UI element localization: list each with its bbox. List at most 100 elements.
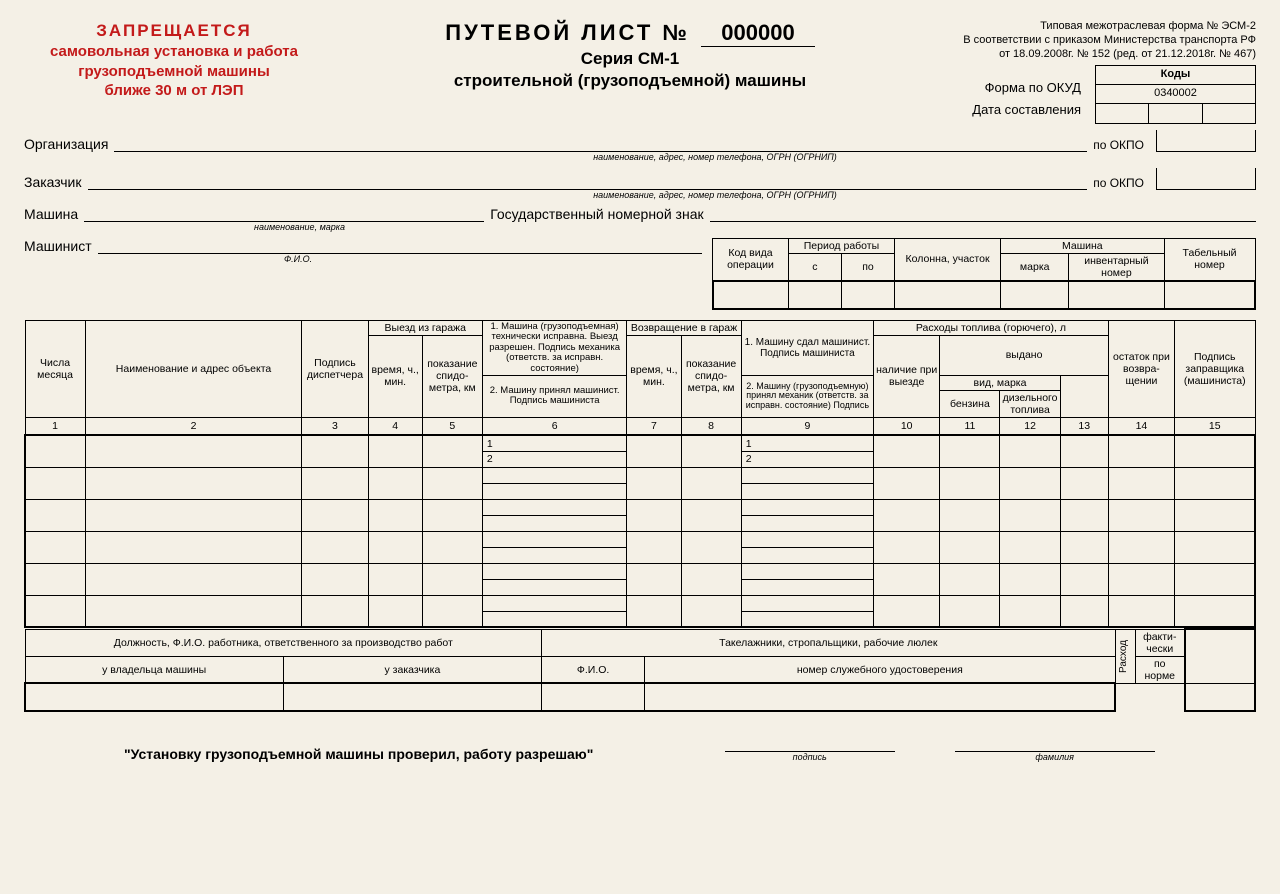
okpo-cell1[interactable] xyxy=(1156,130,1256,152)
r3c11[interactable] xyxy=(940,499,1000,531)
r5c4[interactable] xyxy=(368,563,422,595)
r4c10[interactable] xyxy=(874,531,940,563)
r2c1[interactable] xyxy=(25,467,85,499)
r1c11[interactable] xyxy=(940,435,1000,467)
r2c3[interactable] xyxy=(302,467,368,499)
r4c3[interactable] xyxy=(302,531,368,563)
r3c12[interactable] xyxy=(1000,499,1060,531)
r5c10[interactable] xyxy=(874,563,940,595)
r4c2[interactable] xyxy=(85,531,302,563)
r2c13[interactable] xyxy=(1060,467,1108,499)
r3c1[interactable] xyxy=(25,499,85,531)
r3c15[interactable] xyxy=(1175,499,1255,531)
r1c4[interactable] xyxy=(368,435,422,467)
r6c14[interactable] xyxy=(1108,595,1174,627)
r4c13[interactable] xyxy=(1060,531,1108,563)
okpo-cell2[interactable] xyxy=(1156,168,1256,190)
t1-d4[interactable] xyxy=(894,281,1000,309)
r5c13[interactable] xyxy=(1060,563,1108,595)
org-line[interactable] xyxy=(114,138,1087,152)
r4c4[interactable] xyxy=(368,531,422,563)
r2c6b[interactable] xyxy=(482,483,626,499)
r4c15[interactable] xyxy=(1175,531,1255,563)
r5c1[interactable] xyxy=(25,563,85,595)
r2c14[interactable] xyxy=(1108,467,1174,499)
r6c9a[interactable] xyxy=(741,595,873,611)
r4c11[interactable] xyxy=(940,531,1000,563)
r6c10[interactable] xyxy=(874,595,940,627)
r6c6b[interactable] xyxy=(482,611,626,627)
r1c9a[interactable]: 1 xyxy=(741,435,873,451)
r3c14[interactable] xyxy=(1108,499,1174,531)
sig-line1[interactable] xyxy=(725,738,895,752)
t1-d2[interactable] xyxy=(788,281,841,309)
r1c14[interactable] xyxy=(1108,435,1174,467)
resp-d4[interactable] xyxy=(645,683,1115,711)
r3c9b[interactable] xyxy=(741,515,873,531)
r3c4[interactable] xyxy=(368,499,422,531)
t1-d6[interactable] xyxy=(1069,281,1164,309)
r4c12[interactable] xyxy=(1000,531,1060,563)
r3c7[interactable] xyxy=(627,499,681,531)
r2c10[interactable] xyxy=(874,467,940,499)
r3c6b[interactable] xyxy=(482,515,626,531)
r5c6a[interactable] xyxy=(482,563,626,579)
r4c1[interactable] xyxy=(25,531,85,563)
plate-line[interactable] xyxy=(710,208,1256,222)
r5c5[interactable] xyxy=(422,563,482,595)
r6c9b[interactable] xyxy=(741,611,873,627)
r5c7[interactable] xyxy=(627,563,681,595)
r6c4[interactable] xyxy=(368,595,422,627)
r1c15[interactable] xyxy=(1175,435,1255,467)
r1c2[interactable] xyxy=(85,435,302,467)
r2c11[interactable] xyxy=(940,467,1000,499)
r4c6a[interactable] xyxy=(482,531,626,547)
r2c8[interactable] xyxy=(681,467,741,499)
r4c5[interactable] xyxy=(422,531,482,563)
r2c2[interactable] xyxy=(85,467,302,499)
r4c7[interactable] xyxy=(627,531,681,563)
sig-line2[interactable] xyxy=(955,738,1155,752)
r2c4[interactable] xyxy=(368,467,422,499)
driver-line[interactable] xyxy=(98,240,702,254)
r6c2[interactable] xyxy=(85,595,302,627)
r1c6a[interactable]: 1 xyxy=(482,435,626,451)
r3c2[interactable] xyxy=(85,499,302,531)
r6c15[interactable] xyxy=(1175,595,1255,627)
cust-line[interactable] xyxy=(88,176,1088,190)
r1c13[interactable] xyxy=(1060,435,1108,467)
resp-d1[interactable] xyxy=(25,683,283,711)
r6c13[interactable] xyxy=(1060,595,1108,627)
r3c6a[interactable] xyxy=(482,499,626,515)
r3c9a[interactable] xyxy=(741,499,873,515)
r1c10[interactable] xyxy=(874,435,940,467)
r6c12[interactable] xyxy=(1000,595,1060,627)
r5c9b[interactable] xyxy=(741,579,873,595)
r4c8[interactable] xyxy=(681,531,741,563)
r4c14[interactable] xyxy=(1108,531,1174,563)
r5c8[interactable] xyxy=(681,563,741,595)
r5c11[interactable] xyxy=(940,563,1000,595)
r3c8[interactable] xyxy=(681,499,741,531)
r1c8[interactable] xyxy=(681,435,741,467)
r6c11[interactable] xyxy=(940,595,1000,627)
r6c7[interactable] xyxy=(627,595,681,627)
r2c15[interactable] xyxy=(1175,467,1255,499)
r5c12[interactable] xyxy=(1000,563,1060,595)
resp-d3[interactable] xyxy=(542,683,645,711)
r5c15[interactable] xyxy=(1175,563,1255,595)
r2c9b[interactable] xyxy=(741,483,873,499)
r5c6b[interactable] xyxy=(482,579,626,595)
r1c3[interactable] xyxy=(302,435,368,467)
r4c9a[interactable] xyxy=(741,531,873,547)
r5c3[interactable] xyxy=(302,563,368,595)
r5c14[interactable] xyxy=(1108,563,1174,595)
r4c9b[interactable] xyxy=(741,547,873,563)
r1c1[interactable] xyxy=(25,435,85,467)
r6c3[interactable] xyxy=(302,595,368,627)
resp-d2[interactable] xyxy=(283,683,541,711)
r2c5[interactable] xyxy=(422,467,482,499)
r3c10[interactable] xyxy=(874,499,940,531)
t1-d3[interactable] xyxy=(841,281,894,309)
r6c5[interactable] xyxy=(422,595,482,627)
